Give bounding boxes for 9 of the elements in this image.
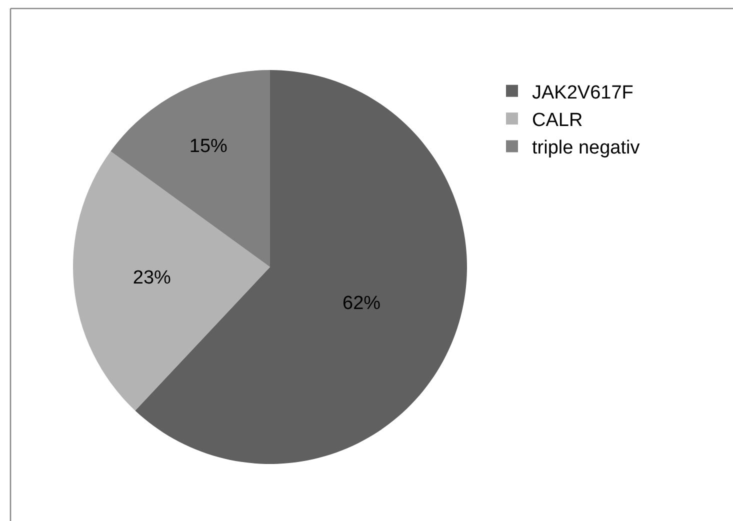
pie-slice (135, 70, 467, 464)
data-label: 62% (342, 292, 381, 314)
legend-label: CALR (532, 110, 583, 131)
data-label: 15% (189, 136, 228, 157)
pie-slice (73, 151, 270, 411)
legend-label: JAK2V617F (532, 82, 634, 104)
data-label: 23% (132, 268, 172, 289)
pie-slice (110, 70, 270, 267)
legend-label: triple negativ (532, 138, 640, 159)
